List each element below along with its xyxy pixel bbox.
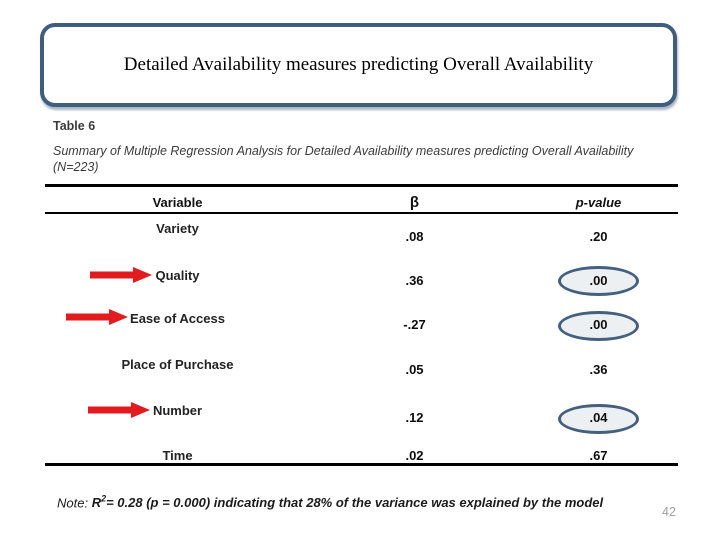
page-number: 42 (662, 505, 676, 519)
beta-value: -.27 (403, 317, 426, 332)
p-value: .00 (589, 273, 608, 288)
ellipse-annotation (558, 311, 639, 341)
table-number-label: Table 6 (53, 119, 96, 133)
note-r-exponent: 2 (101, 494, 107, 504)
slide-title: Detailed Availability measures predictin… (123, 54, 594, 75)
red-arrow-icon (88, 402, 150, 418)
p-value: .00 (589, 317, 608, 332)
table-caption: Summary of Multiple Regression Analysis … (53, 144, 634, 174)
column-header-beta: β (409, 194, 420, 211)
table-top-rule (45, 184, 678, 187)
table-bottom-rule (45, 463, 678, 466)
variable-label: Place of Purchase (121, 357, 234, 372)
ellipse-annotation (558, 266, 639, 296)
red-arrow-icon (66, 309, 128, 325)
variable-label: Number (152, 403, 203, 418)
table-row: Ease of Access -.27 .00 (45, 310, 678, 334)
table-row: Variety .08 .20 (45, 220, 678, 246)
variable-label: Time (162, 448, 193, 463)
beta-value: .12 (405, 410, 424, 425)
note-r-symbol: R (91, 495, 102, 511)
column-header-variable: Variable (152, 195, 203, 210)
beta-value: .02 (405, 448, 424, 463)
p-value: .36 (589, 362, 608, 377)
p-value: .67 (589, 448, 608, 463)
beta-value: .05 (405, 362, 424, 377)
table-row: Time .02 .67 (45, 447, 678, 465)
note-body: = 0.28 (p = 0.000) indicating that 28% o… (106, 495, 604, 511)
table-header-row: Variable β p-value (45, 194, 678, 212)
title-box: Detailed Availability measures predictin… (40, 23, 677, 107)
table-row: Number .12 .04 (45, 402, 678, 427)
variable-label: Variety (156, 221, 199, 236)
red-arrow-icon (90, 267, 152, 283)
p-value: .20 (589, 229, 608, 244)
note-text: Note: R2= 0.28 (p = 0.000) indicating th… (57, 494, 667, 510)
column-header-pvalue: p-value (575, 195, 622, 210)
beta-value: .08 (405, 229, 424, 244)
ellipse-annotation (558, 404, 639, 434)
p-value: .04 (589, 410, 608, 425)
variable-label: Ease of Access (130, 311, 225, 326)
table-row: Place of Purchase .05 .36 (45, 356, 678, 379)
variable-label: Quality (155, 268, 200, 283)
beta-value: .36 (405, 273, 424, 288)
note-prefix: Note: (57, 495, 92, 511)
table-row: Quality .36 .00 (45, 267, 678, 290)
table-header-rule (45, 212, 678, 214)
